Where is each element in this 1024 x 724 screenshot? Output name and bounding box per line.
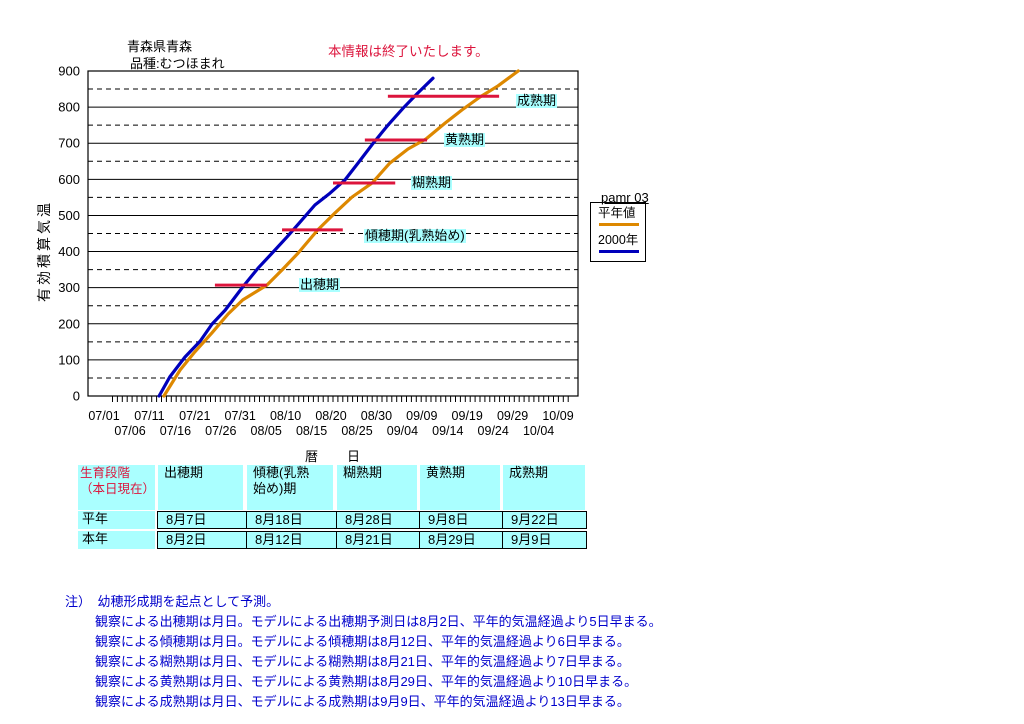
y-tick-label: 900 [58, 64, 80, 79]
x-tick-label-row2: 08/25 [341, 424, 372, 438]
table-date-cell: 8月18日 [246, 511, 337, 529]
table-date-cell: 9月22日 [502, 511, 587, 529]
y-tick-label: 500 [58, 208, 80, 223]
x-tick-label-row2: 09/04 [387, 424, 418, 438]
stage-label: 成熟期 [516, 93, 558, 108]
plot-frame [87, 70, 579, 397]
legend-title: pamr 03 [601, 190, 649, 205]
table-date-cell: 8月2日 [157, 531, 247, 549]
legend-swatch-2000-line [599, 250, 639, 253]
table-header-cell: 糊熟期 [337, 465, 417, 510]
note-line: 観察による糊熟期は月日、モデルによる糊熟期は8月21日、平年的気温経過より7日早… [95, 654, 630, 669]
y-tick-labels: 0 100 200 300 400 500 600 700 800 900 [58, 64, 80, 404]
y-tick-label: 700 [58, 136, 80, 151]
y-tick-label: 0 [73, 389, 80, 404]
stage-label: 糊熟期 [411, 175, 453, 190]
table-row-label: 平年 [78, 511, 155, 529]
y-tick-label: 200 [58, 316, 80, 331]
series-line-normal [162, 69, 520, 398]
legend-label-2000: 2000年 [598, 233, 639, 247]
x-tick-label-row2: 08/05 [251, 424, 282, 438]
table-date-cell: 8月21日 [336, 531, 420, 549]
table-row-label: 本年 [78, 531, 155, 549]
y-tick-label: 600 [58, 172, 80, 187]
end-notice: 本情報は終了いたします。 [328, 44, 489, 59]
y-tick-label: 800 [58, 100, 80, 115]
note-line: 観察による出穂期は月日。モデルによる出穂期予測日は8月2日、平年的気温経過より5… [95, 614, 662, 629]
legend-entry-normal: 平年値 [598, 206, 645, 226]
legend: 平年値 2000年 [590, 202, 646, 262]
note-line: 観察による成熟期は月日、モデルによる成熟期は9月9日、平年的気温経過より13日早… [95, 694, 630, 709]
table-date-cell: 8月28日 [336, 511, 420, 529]
table-date-cell: 8月29日 [419, 531, 503, 549]
note-line: 観察による黄熟期は月日、モデルによる黄熟期は8月29日、平年的気温経過より10日… [95, 674, 638, 689]
table-date-cell: 8月7日 [157, 511, 247, 529]
x-tick-label-row1: 10/09 [542, 409, 573, 423]
x-tick-label-row2: 08/15 [296, 424, 327, 438]
table-header-cell: 黄熟期 [420, 465, 500, 510]
stage-label: 出穂期 [299, 277, 341, 292]
stage-label: 傾穂期(乳熟始め) [364, 228, 466, 243]
x-tick-label-row1: 09/09 [406, 409, 437, 423]
legend-swatch-normal-line [599, 223, 639, 226]
x-tick-label-row2: 09/24 [478, 424, 509, 438]
x-tick-label-row1: 07/11 [134, 409, 164, 423]
x-tick-label-row1: 07/31 [225, 409, 256, 423]
table-header-cell: 出穂期 [158, 465, 243, 510]
x-tick-label-row2: 07/06 [114, 424, 145, 438]
x-tick-label-row2: 10/04 [523, 424, 554, 438]
table-date-cell: 9月9日 [502, 531, 587, 549]
x-tick-label-row2: 09/14 [432, 424, 463, 438]
x-tick-labels: 07/01 07/11 07/21 07/31 08/10 08/20 08/30 09/09… [88, 409, 573, 438]
x-tick-label-row1: 08/30 [361, 409, 392, 423]
x-tick-label-row1: 09/29 [497, 409, 528, 423]
location-title: 青森県青森 [127, 39, 193, 54]
y-tick-label: 300 [58, 280, 80, 295]
x-tick-label-row1: 07/21 [179, 409, 210, 423]
x-tick-label-row2: 07/16 [160, 424, 191, 438]
x-tick-label-row1: 08/20 [315, 409, 346, 423]
table-header-cell: 傾穂(乳熟 始め)期 [247, 465, 333, 510]
note-line: 観察による傾穂期は月日。モデルによる傾穂期は8月12日、平年的気温経過より6日早… [95, 634, 630, 649]
table-header-cell: 成熟期 [503, 465, 585, 510]
x-tick-label-row1: 08/10 [270, 409, 301, 423]
table-date-cell: 9月8日 [419, 511, 503, 529]
table-header-cell: 生育段階 （本日現在） [78, 465, 155, 510]
note-line: 注） 幼穂形成期を起点として予測。 [65, 594, 280, 609]
x-tick-label-row1: 07/01 [88, 409, 119, 423]
stage-lines [214, 94, 500, 287]
y-tick-label: 400 [58, 244, 80, 259]
notes: 注） 幼穂形成期を起点として予測。観察による出穂期は月日。モデルによる出穂期予測… [65, 592, 662, 712]
table-date-cell: 8月12日 [246, 531, 337, 549]
grid-minor [88, 88, 578, 379]
stage-label: 黄熟期 [444, 132, 486, 147]
x-tick-label-row1: 09/19 [452, 409, 483, 423]
variety-title: 品種:むつほまれ [130, 56, 225, 71]
y-tick-label: 100 [58, 352, 80, 367]
x-tick-label-row2: 07/26 [205, 424, 236, 438]
legend-entry-2000: 2000年 [598, 233, 645, 253]
legend-label-normal: 平年値 [598, 206, 636, 220]
x-axis-title: 暦 日 [305, 449, 369, 464]
x-minor-ticks [112, 396, 569, 402]
